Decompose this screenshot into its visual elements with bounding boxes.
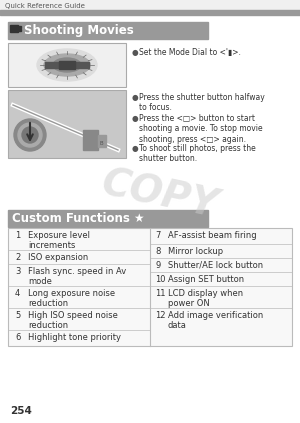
Text: ●: ● xyxy=(132,144,139,153)
Text: Press the <□> button to start
shooting a movie. To stop movie
shooting, press <□: Press the <□> button to start shooting a… xyxy=(139,114,262,144)
Text: Exposure level
increments: Exposure level increments xyxy=(28,231,90,250)
Text: 1: 1 xyxy=(15,231,20,240)
Bar xyxy=(10,25,18,32)
Bar xyxy=(8,90,126,158)
Text: Mirror lockup: Mirror lockup xyxy=(168,247,223,256)
Ellipse shape xyxy=(37,49,97,81)
Bar xyxy=(8,210,208,227)
Text: ●: ● xyxy=(132,114,139,123)
Text: 8: 8 xyxy=(155,247,160,256)
Bar xyxy=(83,130,98,150)
Text: 7: 7 xyxy=(155,231,160,240)
Circle shape xyxy=(18,123,42,147)
Bar xyxy=(8,228,292,346)
Bar xyxy=(59,61,75,69)
Bar xyxy=(0,10,300,15)
Text: 12: 12 xyxy=(155,311,166,320)
Bar xyxy=(8,22,208,39)
Text: To shoot still photos, press the
shutter button.: To shoot still photos, press the shutter… xyxy=(139,144,256,163)
Text: 3: 3 xyxy=(15,267,20,276)
Bar xyxy=(45,62,89,68)
Text: 254: 254 xyxy=(10,406,32,416)
Text: Assign SET button: Assign SET button xyxy=(168,275,244,284)
Text: ISO expansion: ISO expansion xyxy=(28,253,88,262)
Text: High ISO speed noise
reduction: High ISO speed noise reduction xyxy=(28,311,118,330)
Text: 10: 10 xyxy=(155,275,166,284)
Ellipse shape xyxy=(44,54,90,76)
Text: Add image verification
data: Add image verification data xyxy=(168,311,263,330)
Text: Quick Reference Guide: Quick Reference Guide xyxy=(5,3,85,9)
Text: 4: 4 xyxy=(15,289,20,298)
Text: LCD display when
power ON: LCD display when power ON xyxy=(168,289,243,308)
Text: Set the Mode Dial to <'▮>.: Set the Mode Dial to <'▮>. xyxy=(139,48,241,57)
Text: AF-assist beam firing: AF-assist beam firing xyxy=(168,231,256,240)
Circle shape xyxy=(22,127,38,143)
Bar xyxy=(8,43,126,87)
Text: B: B xyxy=(100,141,103,146)
Text: Shooting Movies: Shooting Movies xyxy=(24,24,134,37)
Text: 9: 9 xyxy=(155,261,160,270)
Bar xyxy=(0,0,300,10)
Circle shape xyxy=(14,119,46,151)
Text: Custom Functions ★: Custom Functions ★ xyxy=(12,212,145,225)
Bar xyxy=(18,26,21,28)
Text: Shutter/AE lock button: Shutter/AE lock button xyxy=(168,261,263,270)
Bar xyxy=(18,29,21,31)
Text: ●: ● xyxy=(132,93,139,102)
Text: 11: 11 xyxy=(155,289,166,298)
Text: 5: 5 xyxy=(15,311,20,320)
Text: 2: 2 xyxy=(15,253,20,262)
Text: Flash sync. speed in Av
mode: Flash sync. speed in Av mode xyxy=(28,267,126,286)
Ellipse shape xyxy=(53,58,81,72)
Bar xyxy=(98,135,106,147)
Text: COPY: COPY xyxy=(98,164,222,226)
Text: Press the shutter button halfway
to focus.: Press the shutter button halfway to focu… xyxy=(139,93,265,113)
Text: Long exposure noise
reduction: Long exposure noise reduction xyxy=(28,289,115,308)
Text: ●: ● xyxy=(132,48,139,57)
Text: Highlight tone priority: Highlight tone priority xyxy=(28,333,121,342)
Text: 6: 6 xyxy=(15,333,20,342)
